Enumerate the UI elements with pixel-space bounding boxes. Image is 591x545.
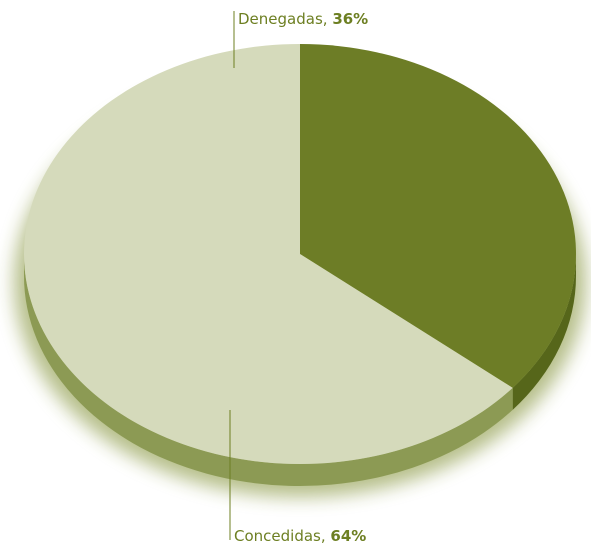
slice-label-denegadas-separator: ,	[323, 10, 333, 28]
pie-sides	[24, 254, 576, 486]
pie-slice-side-denegadas	[512, 254, 576, 410]
pie-slice-concedidas	[23, 44, 513, 464]
slice-label-concedidas-name: Concedidas	[234, 527, 321, 545]
slice-label-concedidas: Concedidas, 64%	[234, 527, 366, 545]
pie-slice-denegadas	[300, 44, 576, 388]
slice-label-concedidas-separator: ,	[321, 527, 331, 545]
slice-label-concedidas-value: 64%	[330, 527, 366, 545]
slice-label-denegadas-name: Denegadas	[238, 10, 323, 28]
slice-label-denegadas-value: 36%	[332, 10, 368, 28]
slice-label-denegadas: Denegadas, 36%	[238, 10, 368, 28]
pie-tops	[23, 44, 576, 464]
